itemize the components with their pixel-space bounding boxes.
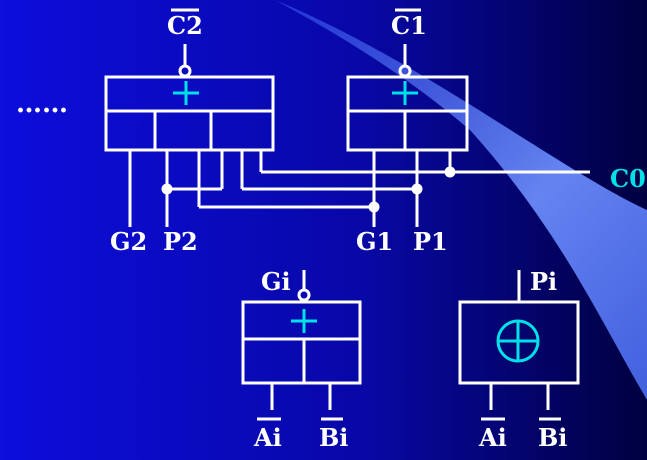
- or-plus-icon: [173, 81, 199, 105]
- inverter-bubble: [297, 288, 311, 302]
- c2-output-label: C2: [167, 11, 203, 40]
- ellipsis: ……: [16, 89, 68, 119]
- pi-ai-input-label: Ai: [478, 423, 507, 452]
- light-beam-decoration: [275, 0, 647, 400]
- top-left-gate-block: [104, 44, 275, 152]
- junction-dot: [368, 201, 380, 213]
- pi-bi-input-label: Bi: [538, 423, 567, 452]
- c1-output-label: C1: [391, 11, 427, 40]
- or-plus-icon: [291, 309, 317, 333]
- p1-input-label: P1: [413, 227, 448, 256]
- p2-input-label: P2: [163, 227, 198, 256]
- junction-dot: [161, 183, 173, 195]
- wiring: [128, 150, 590, 227]
- junction-dot: [444, 166, 456, 178]
- inverter-bubble: [178, 64, 192, 78]
- gi-output-label: Gi: [261, 267, 291, 296]
- g2-input-label: G2: [110, 227, 147, 256]
- pi-gate-block: [458, 270, 580, 410]
- gi-gate-block: [241, 270, 362, 410]
- junction-dot: [411, 183, 423, 195]
- g1-input-label: G1: [356, 227, 393, 256]
- or-plus-icon: [392, 81, 418, 105]
- gi-bi-input-label: Bi: [319, 423, 348, 452]
- xor-icon: [496, 319, 540, 363]
- gi-ai-input-label: Ai: [253, 423, 282, 452]
- c0-carry-in-label: C0: [610, 164, 646, 193]
- top-right-gate-block: [346, 44, 469, 152]
- pi-output-label: Pi: [530, 267, 557, 296]
- inverter-bubble: [398, 64, 412, 78]
- junction-dots: [161, 166, 456, 213]
